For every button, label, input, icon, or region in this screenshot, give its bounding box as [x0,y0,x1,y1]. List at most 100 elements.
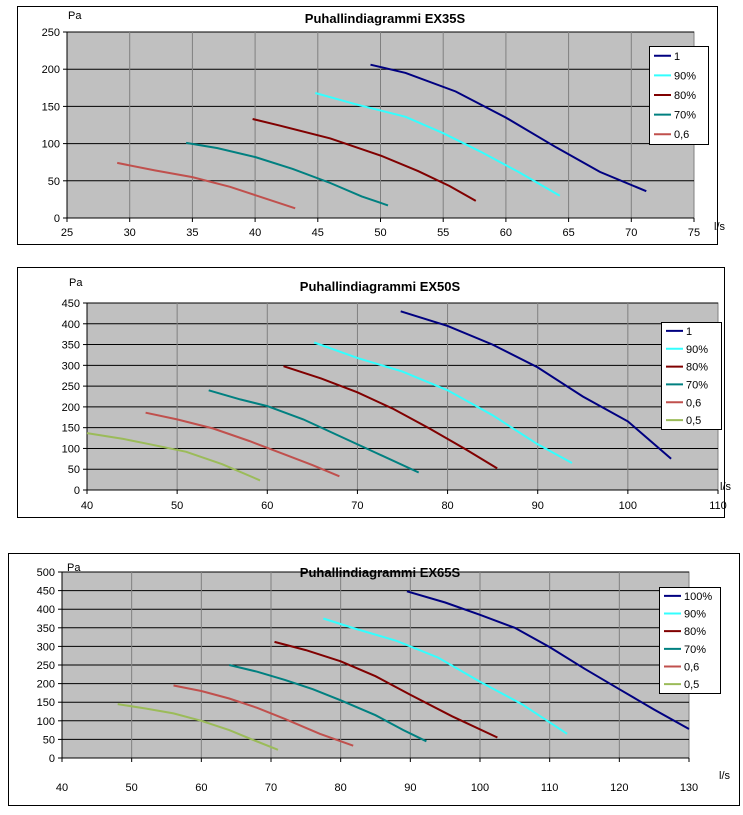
y-tick-label: 300 [37,641,55,653]
series-line-90 [322,617,568,735]
x-tick-label: 70 [265,782,277,794]
y-tick-label: 350 [37,623,55,635]
y-tick-label: 250 [62,381,80,393]
series-line-06 [173,684,354,747]
series-line-90 [315,92,561,197]
series-line-80 [274,640,498,739]
legend-label: 70% [674,110,696,122]
y-tick-label: 0 [54,213,60,225]
x-tick-label: 40 [81,500,93,512]
x-axis-label: l/s [719,770,731,782]
legend-label: 1 [686,326,692,338]
y-tick-label: 50 [68,464,80,476]
x-tick-label: 50 [126,782,138,794]
x-tick-label: 65 [562,227,574,239]
x-tick-label: 60 [261,500,273,512]
y-tick-label: 500 [37,567,55,579]
x-tick-label: 45 [312,227,324,239]
chart-title: Puhallindiagrammi EX65S [300,565,461,580]
y-tick-label: 200 [62,402,80,414]
legend-label: 0,5 [684,679,699,691]
legend-label: 100% [684,591,712,603]
legend-label: 0,6 [686,397,701,409]
y-tick-label: 450 [62,298,80,310]
y-tick-label: 100 [42,139,60,151]
y-tick-label: 100 [37,716,55,728]
chart-svg-ex65s: 0 50 100 150 200 250 300 350 400 450 500 40 50 60 70 80… [8,553,740,806]
legend-label: 80% [674,90,696,102]
x-tick-label: 60 [195,782,207,794]
series-line-80 [283,365,498,470]
chart-svg-ex50s: 0 50 100 150 200 250 300 350 400 450 40 50 60 70 80 90 1… [17,267,732,518]
chart-title: Puhallindiagrammi EX35S [305,11,466,26]
plot-area [86,302,719,491]
legend-label: 90% [674,70,696,82]
x-tick-label: 70 [351,500,363,512]
x-tick-label: 55 [437,227,449,239]
x-axis-label: l/s [720,481,732,493]
y-axis-label: Pa [68,10,82,22]
series-line-06 [145,411,340,478]
legend-label: 0,6 [674,129,689,141]
y-tick-label: 0 [49,753,55,765]
y-tick-label: 50 [48,176,60,188]
fan-chart-ex65s: 0 50 100 150 200 250 300 350 400 450 500 40 50 60 70 80… [0,552,743,810]
x-tick-label: 30 [124,227,136,239]
legend-label: 0,6 [684,662,699,674]
series-line-06 [117,161,296,210]
x-tick-label: 25 [61,227,73,239]
y-tick-label: 150 [42,101,60,113]
x-tick-label: 90 [532,500,544,512]
series-line-100 [406,590,690,730]
y-tick-label: 300 [62,360,80,372]
legend-label: 90% [686,344,708,356]
x-axis-label: l/s [714,221,726,233]
x-tick-label: 130 [680,782,698,794]
fan-chart-ex50s: 0 50 100 150 200 250 300 350 400 450 40 50 60 70 80 90 1… [0,266,743,521]
legend-label: 0,5 [686,415,701,427]
x-tick-label: 75 [688,227,700,239]
x-tick-label: 35 [186,227,198,239]
x-tick-label: 100 [471,782,489,794]
y-tick-label: 200 [42,64,60,76]
x-tick-label: 80 [335,782,347,794]
x-tick-label: 60 [500,227,512,239]
series-line-70 [228,664,427,743]
legend-label: 90% [684,609,706,621]
y-axis-label: Pa [67,562,81,574]
series-line-1 [370,63,647,193]
y-tick-label: 250 [42,27,60,39]
x-tick-label: 120 [610,782,628,794]
x-tick-label: 100 [619,500,637,512]
x-tick-label: 110 [709,500,727,512]
legend-label: 70% [686,379,708,391]
fan-chart-ex35s: 0 50 100 150 200 250 25 30 35 40 45 50 55 60 65 70 75 Puh… [0,5,743,248]
series-line-90 [313,341,573,464]
y-axis-label: Pa [69,277,83,289]
y-tick-label: 150 [37,697,55,709]
y-tick-label: 350 [62,340,80,352]
series-line-80 [252,118,477,202]
y-tick-label: 100 [62,443,80,455]
chart-title: Puhallindiagrammi EX50S [300,279,461,294]
x-tick-label: 80 [441,500,453,512]
y-tick-label: 400 [62,319,80,331]
legend-label: 80% [686,362,708,374]
legend-label: 80% [684,626,706,638]
y-tick-label: 450 [37,586,55,598]
x-tick-label: 40 [56,782,68,794]
chart-svg-ex35s: 0 50 100 150 200 250 25 30 35 40 45 50 55 60 65 70 75 Puh… [17,6,726,245]
y-tick-label: 150 [62,423,80,435]
x-tick-label: 50 [171,500,183,512]
series-line-1 [400,310,672,460]
y-tick-label: 200 [37,679,55,691]
legend-box [661,322,722,430]
legend-box [659,587,721,694]
y-tick-label: 0 [74,485,80,497]
x-tick-label: 40 [249,227,261,239]
x-tick-label: 90 [404,782,416,794]
x-tick-label: 110 [541,782,559,794]
legend-label: 1 [674,51,680,63]
y-tick-label: 50 [43,734,55,746]
legend-label: 70% [684,644,706,656]
